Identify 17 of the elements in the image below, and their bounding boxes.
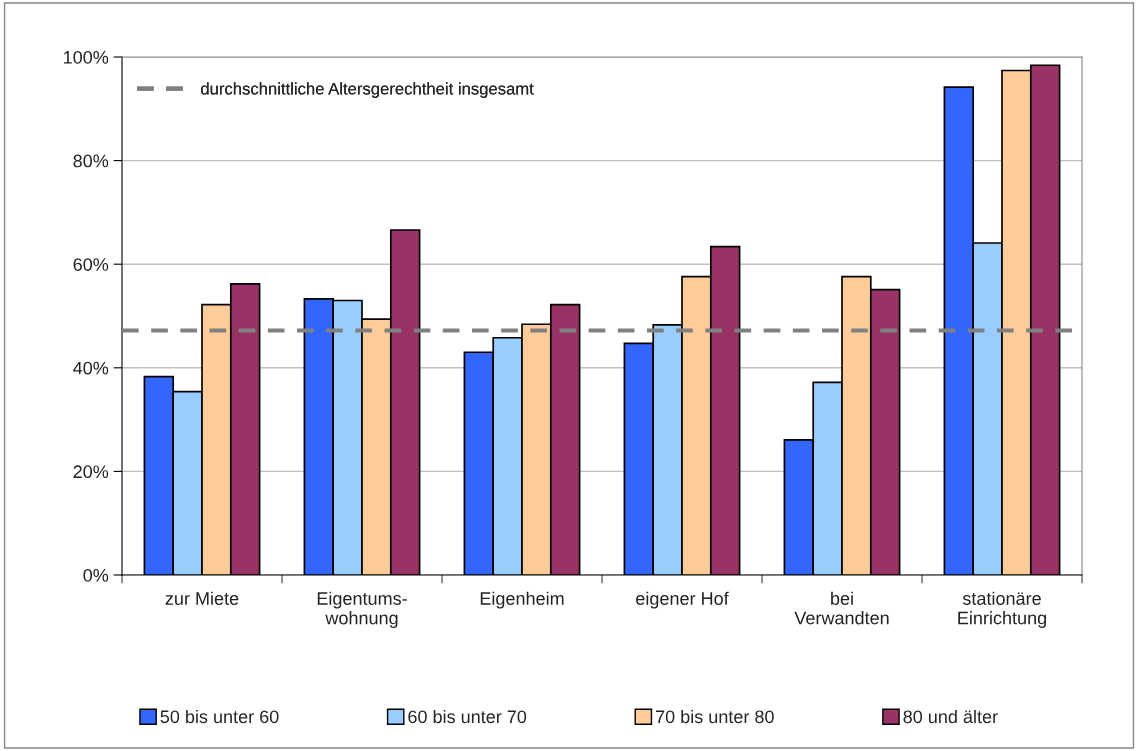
x-tick-label: stationäre Einrichtung [958, 591, 1046, 628]
x-tick-label: eigener Hof [636, 591, 729, 609]
x-tick-label: Eigentums- wohnung [317, 591, 407, 628]
y-tick-label: 40% [73, 361, 109, 375]
legend-label: durchschnittliche Altersgerechtheit insgesamt [201, 82, 534, 98]
x-tick-label: zur Miete [165, 591, 239, 605]
y-tick-label: 100% [64, 50, 109, 64]
legend-label: 80 und älter [903, 709, 998, 724]
y-tick-label: 80% [73, 154, 109, 168]
legend-label: 70 bis unter 80 [656, 709, 774, 724]
legend-label: 50 bis unter 60 [160, 709, 279, 724]
y-tick-label: 20% [73, 465, 109, 479]
y-tick-label: 0% [83, 568, 109, 582]
x-tick-label: Eigenheim [480, 591, 564, 609]
y-tick-label: 60% [73, 258, 109, 271]
x-tick-label: bei Verwandten [794, 591, 889, 625]
legend-label: 60 bis unter 70 [408, 709, 527, 724]
